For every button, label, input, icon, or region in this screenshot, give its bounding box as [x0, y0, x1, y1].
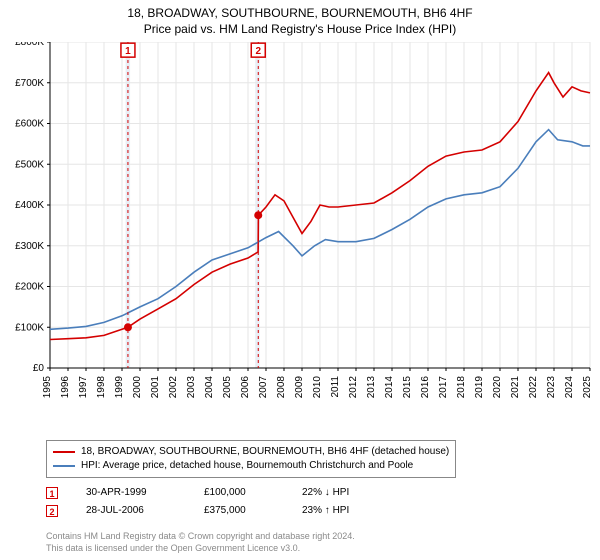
sales-list: 1 30-APR-1999 £100,000 22% ↓ HPI 2 28-JU…: [46, 484, 382, 520]
svg-text:£800K: £800K: [15, 42, 44, 48]
svg-text:2025: 2025: [582, 376, 593, 399]
legend-item: 18, BROADWAY, SOUTHBOURNE, BOURNEMOUTH, …: [53, 445, 449, 459]
attribution-line: Contains HM Land Registry data © Crown c…: [46, 530, 355, 542]
svg-text:2010: 2010: [312, 376, 323, 399]
svg-text:1998: 1998: [96, 376, 107, 399]
price-chart: £0 £100K £200K £300K £400K £500K £600K £700K £80…: [0, 42, 600, 392]
svg-text:2: 2: [255, 46, 261, 57]
sale-diff: 23% ↑ HPI: [302, 502, 382, 520]
attribution-line: This data is licensed under the Open Gov…: [46, 542, 355, 554]
svg-text:2009: 2009: [294, 376, 305, 399]
svg-text:2016: 2016: [420, 376, 431, 399]
svg-text:2024: 2024: [564, 376, 575, 399]
svg-text:£400K: £400K: [15, 200, 44, 211]
svg-text:2019: 2019: [474, 376, 485, 399]
svg-text:2002: 2002: [168, 376, 179, 399]
svg-text:2021: 2021: [510, 376, 521, 399]
sale-diff: 22% ↓ HPI: [302, 484, 382, 502]
svg-text:2004: 2004: [204, 376, 215, 399]
svg-text:2014: 2014: [384, 376, 395, 399]
svg-text:2020: 2020: [492, 376, 503, 399]
svg-text:2022: 2022: [528, 376, 539, 399]
sale-date: 28-JUL-2006: [86, 502, 176, 520]
svg-text:2018: 2018: [456, 376, 467, 399]
svg-text:2011: 2011: [330, 376, 341, 398]
svg-text:1996: 1996: [60, 376, 71, 399]
svg-text:£100K: £100K: [15, 322, 44, 333]
svg-text:£300K: £300K: [15, 241, 44, 252]
page-subtitle: Price paid vs. HM Land Registry's House …: [0, 22, 600, 36]
svg-text:2006: 2006: [240, 376, 251, 399]
svg-text:2001: 2001: [150, 376, 161, 399]
sale-row: 2 28-JUL-2006 £375,000 23% ↑ HPI: [46, 502, 382, 520]
svg-text:£500K: £500K: [15, 159, 44, 170]
attribution: Contains HM Land Registry data © Crown c…: [46, 530, 355, 554]
sale-badge: 2: [46, 505, 58, 517]
chart-legend: 18, BROADWAY, SOUTHBOURNE, BOURNEMOUTH, …: [46, 440, 456, 478]
svg-text:1997: 1997: [78, 376, 89, 399]
svg-text:£200K: £200K: [15, 282, 44, 293]
svg-text:2008: 2008: [276, 376, 287, 399]
svg-text:2005: 2005: [222, 376, 233, 399]
legend-swatch: [53, 451, 75, 453]
sale-date: 30-APR-1999: [86, 484, 176, 502]
sale-row: 1 30-APR-1999 £100,000 22% ↓ HPI: [46, 484, 382, 502]
svg-text:£600K: £600K: [15, 119, 44, 130]
legend-label: 18, BROADWAY, SOUTHBOURNE, BOURNEMOUTH, …: [81, 445, 449, 459]
page-title: 18, BROADWAY, SOUTHBOURNE, BOURNEMOUTH, …: [0, 6, 600, 20]
sale-price: £100,000: [204, 484, 274, 502]
svg-text:2012: 2012: [348, 376, 359, 399]
svg-text:2015: 2015: [402, 376, 413, 399]
svg-text:2000: 2000: [132, 376, 143, 399]
svg-text:1999: 1999: [114, 376, 125, 399]
sale-badge: 1: [46, 487, 58, 499]
svg-text:2017: 2017: [438, 376, 449, 399]
svg-text:1995: 1995: [42, 376, 53, 399]
svg-text:2013: 2013: [366, 376, 377, 399]
legend-swatch: [53, 465, 75, 467]
sale-price: £375,000: [204, 502, 274, 520]
svg-text:2003: 2003: [186, 376, 197, 399]
legend-item: HPI: Average price, detached house, Bour…: [53, 459, 449, 473]
legend-label: HPI: Average price, detached house, Bour…: [81, 459, 413, 473]
svg-text:£700K: £700K: [15, 78, 44, 89]
svg-text:2007: 2007: [258, 376, 269, 399]
svg-text:1: 1: [125, 46, 131, 57]
svg-text:£0: £0: [33, 363, 45, 374]
svg-text:2023: 2023: [546, 376, 557, 399]
